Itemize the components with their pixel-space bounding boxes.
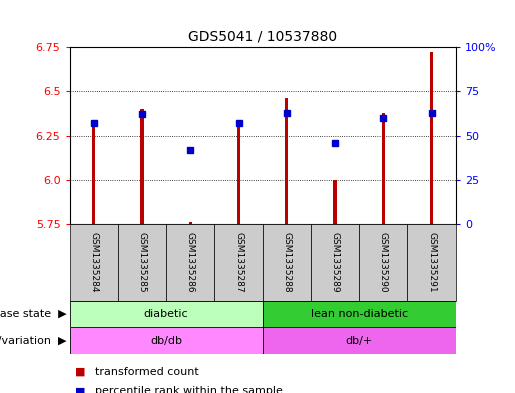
Text: GSM1335286: GSM1335286 bbox=[186, 232, 195, 293]
Bar bbox=[311, 224, 359, 301]
Bar bbox=[263, 224, 311, 301]
Bar bbox=[214, 224, 263, 301]
Bar bbox=[70, 327, 263, 354]
Bar bbox=[263, 327, 456, 354]
Text: GSM1335284: GSM1335284 bbox=[89, 232, 98, 292]
Bar bbox=[92, 127, 95, 224]
Bar bbox=[407, 224, 456, 301]
Bar bbox=[166, 224, 214, 301]
Text: GSM1335285: GSM1335285 bbox=[138, 232, 146, 293]
Bar bbox=[118, 224, 166, 301]
Text: ■: ■ bbox=[75, 367, 85, 377]
Text: disease state  ▶: disease state ▶ bbox=[0, 309, 67, 319]
Bar bbox=[333, 180, 337, 224]
Text: diabetic: diabetic bbox=[144, 309, 188, 319]
Text: GSM1335288: GSM1335288 bbox=[282, 232, 291, 293]
Bar bbox=[70, 301, 263, 327]
Bar bbox=[237, 127, 240, 224]
Text: ■: ■ bbox=[75, 386, 85, 393]
Text: genotype/variation  ▶: genotype/variation ▶ bbox=[0, 336, 67, 346]
Text: GSM1335290: GSM1335290 bbox=[379, 232, 388, 293]
Text: percentile rank within the sample: percentile rank within the sample bbox=[95, 386, 283, 393]
Bar bbox=[430, 53, 433, 224]
Text: transformed count: transformed count bbox=[95, 367, 199, 377]
Bar bbox=[285, 98, 288, 224]
Bar bbox=[188, 222, 192, 224]
Bar bbox=[70, 224, 118, 301]
Bar bbox=[140, 109, 144, 224]
Text: GSM1335287: GSM1335287 bbox=[234, 232, 243, 293]
Text: db/+: db/+ bbox=[346, 336, 373, 346]
Title: GDS5041 / 10537880: GDS5041 / 10537880 bbox=[188, 29, 337, 43]
Text: GSM1335291: GSM1335291 bbox=[427, 232, 436, 293]
Bar bbox=[359, 224, 407, 301]
Bar bbox=[263, 301, 456, 327]
Text: lean non-diabetic: lean non-diabetic bbox=[311, 309, 408, 319]
Text: db/db: db/db bbox=[150, 336, 182, 346]
Text: GSM1335289: GSM1335289 bbox=[331, 232, 339, 293]
Bar bbox=[382, 113, 385, 224]
